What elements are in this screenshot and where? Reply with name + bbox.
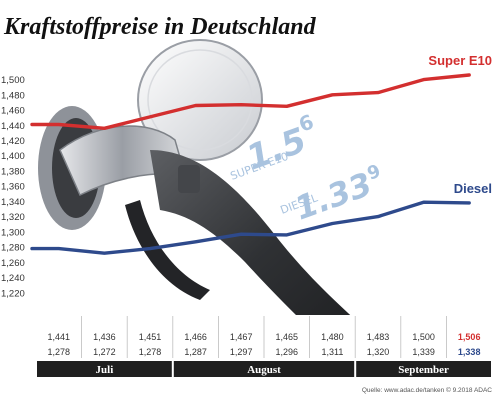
data-label: 1,483 bbox=[367, 332, 390, 342]
data-label: 1,451 bbox=[139, 332, 162, 342]
y-tick-label: 1,460 bbox=[1, 106, 25, 117]
data-label: 1,320 bbox=[367, 347, 390, 357]
y-tick-label: 1,220 bbox=[1, 288, 25, 299]
y-tick-label: 1,280 bbox=[1, 243, 25, 254]
data-label: 1,338 bbox=[458, 347, 481, 357]
data-label: 1,278 bbox=[139, 347, 162, 357]
source-note: Quelle: www.adac.de/tanken © 9.2018 ADAC bbox=[362, 386, 492, 394]
data-label: 1,441 bbox=[48, 332, 71, 342]
y-tick-label: 1,340 bbox=[1, 197, 25, 208]
y-tick-label: 1,320 bbox=[1, 212, 25, 223]
month-bar bbox=[37, 361, 172, 377]
series-line-diesel bbox=[30, 200, 471, 255]
data-label: 1,287 bbox=[184, 347, 207, 357]
data-label: 1,272 bbox=[93, 347, 116, 357]
y-tick-label: 1,240 bbox=[1, 273, 25, 284]
data-label: 1,311 bbox=[321, 347, 343, 357]
data-label: 1,467 bbox=[230, 332, 253, 342]
data-label: 1,500 bbox=[412, 332, 435, 342]
y-axis-ticks: 1,500 1,480 1,460 1,440 1,420 1,400 1,380 1,360… bbox=[1, 75, 25, 299]
y-tick-label: 1,300 bbox=[1, 227, 25, 238]
data-label: 1,506 bbox=[458, 332, 481, 342]
value-table: 1,441 1,436 1,451 1,466 1,467 1,465 1,480 1,483… bbox=[0, 315, 495, 358]
data-label: 1,480 bbox=[321, 332, 344, 342]
series-line-super bbox=[30, 73, 471, 131]
month-bar-row: Juli August September bbox=[37, 361, 491, 377]
series-label: Super E10 bbox=[428, 53, 492, 68]
y-tick-label: 1,420 bbox=[1, 136, 25, 147]
series-lines bbox=[30, 73, 471, 255]
y-tick-label: 1,380 bbox=[1, 166, 25, 177]
series-label: Diesel bbox=[454, 181, 492, 196]
y-tick-label: 1,360 bbox=[1, 182, 25, 193]
month-label: Juli bbox=[96, 364, 114, 376]
data-label: 1,296 bbox=[276, 347, 299, 357]
data-label: 1,465 bbox=[276, 332, 299, 342]
month-label: August bbox=[247, 364, 281, 376]
chart-title: Kraftstoffpreise in Deutschland bbox=[3, 14, 317, 40]
data-label: 1,339 bbox=[412, 347, 435, 357]
fuel-nozzle-illustration bbox=[38, 39, 372, 355]
data-label: 1,297 bbox=[230, 347, 253, 357]
y-tick-label: 1,480 bbox=[1, 90, 25, 101]
data-label: 1,466 bbox=[184, 332, 207, 342]
y-tick-label: 1,400 bbox=[1, 151, 25, 162]
month-bar bbox=[356, 361, 491, 377]
y-tick-label: 1,440 bbox=[1, 121, 25, 132]
month-bar bbox=[173, 361, 355, 377]
y-tick-label: 1,260 bbox=[1, 258, 25, 269]
y-tick-label: 1,500 bbox=[1, 75, 25, 86]
data-label: 1,436 bbox=[93, 332, 116, 342]
data-label: 1,278 bbox=[48, 347, 71, 357]
month-label: September bbox=[398, 364, 449, 376]
table-background bbox=[0, 315, 495, 358]
series-legend-labels: Super E10 Diesel bbox=[428, 53, 492, 196]
